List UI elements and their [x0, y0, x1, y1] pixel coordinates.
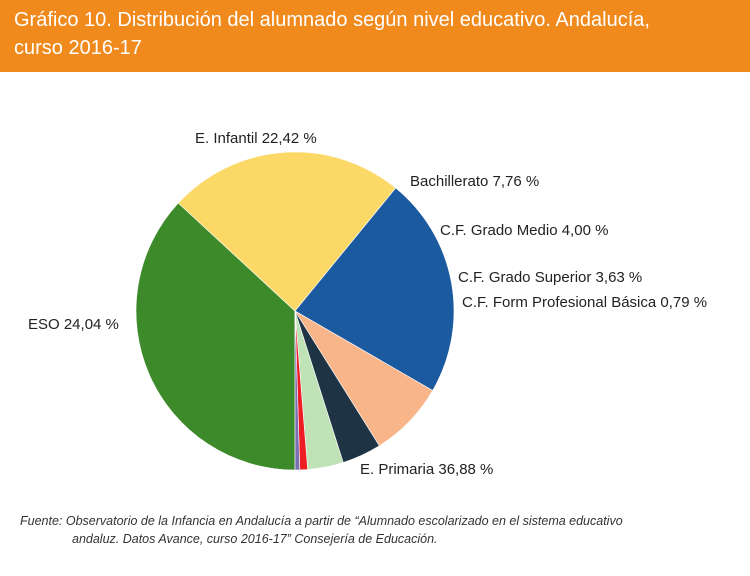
footnote-line-1: Fuente: Observatorio de la Infancia en A…: [20, 514, 623, 528]
slice-label-c-f-grado-medio: C.F. Grado Medio 4,00 %: [440, 222, 608, 239]
slice-label-e-primaria: E. Primaria 36,88 %: [360, 461, 493, 478]
slice-label-bachillerato: Bachillerato 7,76 %: [410, 173, 539, 190]
pie-chart-area: E. Primaria 36,88 % ESO 24,04 % E. Infanti…: [0, 72, 750, 504]
pie-slice-e-infantil: [294, 187, 455, 391]
slice-label-eso: ESO 24,04 %: [28, 316, 119, 333]
source-footnote: Fuente: Observatorio de la Infancia en A…: [20, 512, 735, 548]
footnote-line-2: andaluz. Datos Avance, curso 2016-17” Co…: [72, 532, 438, 546]
pie-slice-other: [294, 310, 301, 471]
chart-title-line-1: Gráfico 10. Distribución del alumnado se…: [14, 9, 650, 31]
slice-label-e-infantil: E. Infantil 22,42 %: [195, 130, 317, 147]
chart-header: Gráfico 10. Distribución del alumnado se…: [0, 0, 750, 72]
pie-slice-eso: [177, 151, 397, 312]
pie-chart: E. Primaria 36,88 % ESO 24,04 % E. Infanti…: [28, 130, 707, 478]
chart-title-line-2: curso 2016-17: [14, 37, 142, 59]
slice-label-c-f-grado-superior: C.F. Grado Superior 3,63 %: [458, 269, 642, 286]
pie-slice-e-primaria: [135, 202, 296, 471]
slice-label-c-f-form-profesional-basica: C.F. Form Profesional Básica 0,79 %: [462, 294, 707, 311]
